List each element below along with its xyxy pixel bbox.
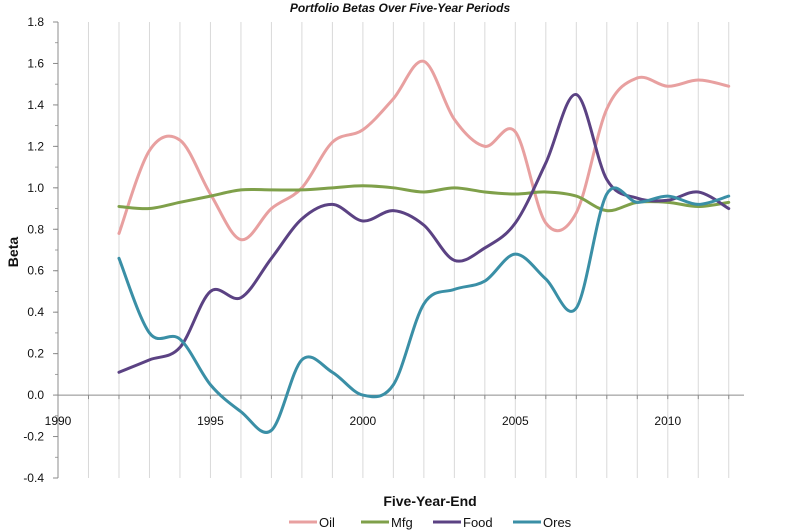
series-line-mfg: [117, 184, 731, 213]
y-tick-label: -0.2: [23, 430, 44, 444]
x-tick-label: 2010: [654, 414, 681, 428]
y-tick-label: 0.2: [27, 347, 44, 361]
y-tick-label: 1.8: [27, 15, 44, 29]
y-tick-label: -0.4: [23, 471, 44, 485]
x-tick-label: 2000: [350, 414, 377, 428]
y-tick-label: 1.0: [27, 181, 44, 195]
series-line-ores: [117, 186, 731, 434]
x-tick-label: 2005: [502, 414, 529, 428]
x-tick-label: 1990: [45, 414, 72, 428]
y-tick-label: 1.2: [27, 139, 44, 153]
axis-layer: -0.4 -0.2 0.0 0.2 0.4 0.6 0.8 1.0 1.2 1.4 1.6 1.8 19…: [23, 15, 744, 485]
x-tick-label: 1995: [197, 414, 224, 428]
y-axis-title: Beta: [5, 237, 21, 268]
series-line-oil: [117, 59, 731, 242]
legend-label-mfg: Mfg: [391, 515, 413, 530]
y-tick-label: 0.6: [27, 264, 44, 278]
legend-label-oil: Oil: [319, 515, 335, 530]
y-tick-label: 0.4: [27, 305, 44, 319]
y-tick-label: 0.8: [27, 222, 44, 236]
legend-label-ores: Ores: [543, 515, 572, 530]
y-tick-label: 1.6: [27, 56, 44, 70]
y-tick-label: 1.4: [27, 98, 44, 112]
legend: Oil Mfg Food Ores: [289, 515, 572, 530]
y-tick-label: 0.0: [27, 388, 44, 402]
chart-title: Portfolio Betas Over Five-Year Periods: [290, 1, 511, 15]
x-axis-title: Five-Year-End: [383, 493, 476, 509]
series-layer: [117, 59, 731, 434]
legend-label-food: Food: [463, 515, 493, 530]
